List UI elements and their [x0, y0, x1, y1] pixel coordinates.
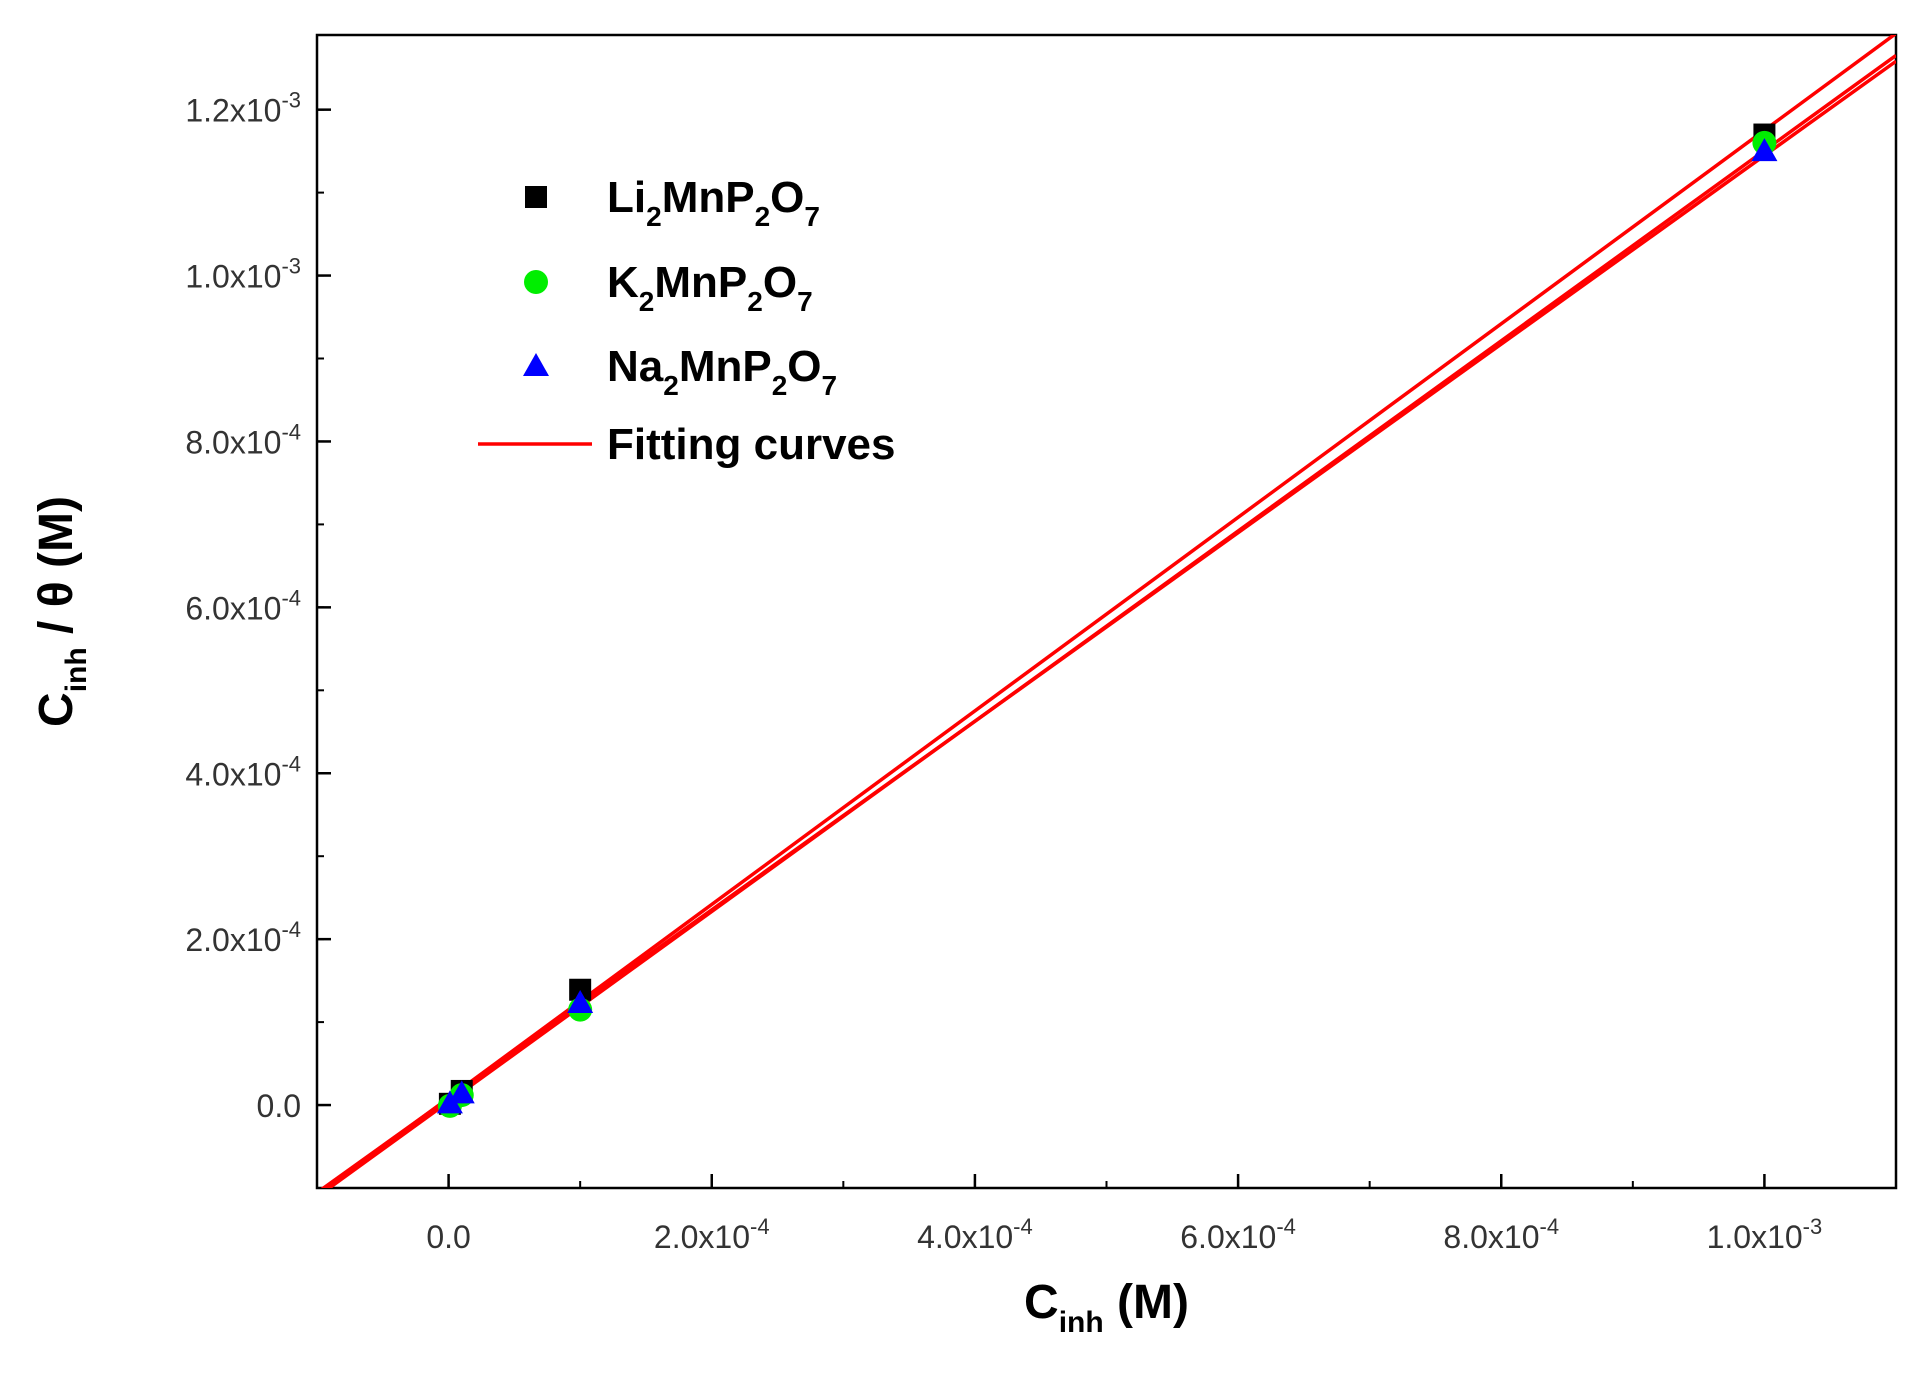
y-tick-label: 2.0x10-4: [185, 917, 301, 958]
y-tick-label: 1.2x10-3: [185, 88, 301, 129]
y-tick-label: 0.0: [257, 1088, 301, 1124]
y-tick-mantissa: 1.2x10: [185, 93, 281, 129]
legend-marker-circle: [524, 270, 548, 294]
legend-label: Na2MnP2O7: [607, 342, 837, 401]
legend-label-part: MnP: [662, 173, 755, 222]
x-axis-title-main: C: [1024, 1276, 1059, 1329]
y-tick-mantissa: 4.0x10: [185, 756, 281, 792]
legend-label-part: Na: [607, 342, 664, 391]
data-point-triangle: [448, 1080, 475, 1104]
y-tick-exponent: -4: [281, 917, 301, 942]
x-tick-mantissa: 1.0x10: [1707, 1219, 1803, 1255]
legend-label-part: MnP: [679, 342, 772, 391]
y-axis-title-suffix: / θ (M): [30, 496, 83, 647]
legend-marker-triangle: [523, 353, 549, 376]
x-tick-exponent: -4: [1013, 1214, 1033, 1239]
x-tick-exponent: -4: [750, 1214, 770, 1239]
fit-lines: [320, 35, 1896, 1188]
fit-line: [320, 59, 1896, 1188]
legend-label-sub: 2: [747, 286, 763, 317]
y-axis-title-main: C: [30, 692, 83, 727]
legend-label-sub: 7: [822, 370, 838, 401]
data-points: [436, 123, 1778, 1118]
y-axis-title: Cinh / θ (M): [30, 496, 93, 727]
x-tick-mantissa: 2.0x10: [654, 1219, 750, 1255]
legend-label-part: O: [770, 173, 804, 222]
x-tick-label: 0.0: [426, 1219, 470, 1255]
x-tick-label: 6.0x10-4: [1180, 1214, 1296, 1255]
legend-fit-label: Fitting curves: [607, 420, 896, 469]
y-tick-exponent: -3: [281, 88, 301, 113]
fit-line: [323, 35, 1896, 1188]
y-tick-label: 1.0x10-3: [185, 254, 301, 295]
x-tick-exponent: -3: [1803, 1214, 1823, 1239]
y-tick-label: 8.0x10-4: [185, 419, 301, 460]
x-tick-label: 8.0x10-4: [1443, 1214, 1559, 1255]
legend-label-sub: 2: [663, 370, 679, 401]
legend-label-sub: 2: [755, 201, 771, 232]
x-axis-title-sub: inh: [1059, 1306, 1104, 1339]
y-tick-label: 4.0x10-4: [185, 751, 301, 792]
x-axis-title-suffix: (M): [1104, 1276, 1189, 1329]
legend-label-sub: 2: [646, 201, 662, 232]
y-tick-mantissa: 8.0x10: [185, 424, 281, 460]
y-tick-mantissa: 0.0: [257, 1088, 301, 1124]
y-tick-mantissa: 1.0x10: [185, 259, 281, 295]
legend-label-part: O: [787, 342, 821, 391]
y-tick-exponent: -4: [281, 419, 301, 444]
x-tick-exponent: -4: [1540, 1214, 1560, 1239]
legend-marker-square: [525, 186, 547, 208]
legend-label-sub: 2: [772, 370, 788, 401]
legend-label-part: MnP: [654, 258, 747, 307]
y-tick-mantissa: 6.0x10: [185, 590, 281, 626]
legend-label: K2MnP2O7: [607, 258, 813, 317]
legend-label-part: Li: [607, 173, 646, 222]
x-tick-label: 4.0x10-4: [917, 1214, 1033, 1255]
x-tick-label: 1.0x10-3: [1707, 1214, 1823, 1255]
y-tick-label: 6.0x10-4: [185, 585, 301, 626]
x-tick-mantissa: 6.0x10: [1180, 1219, 1276, 1255]
legend-label-part: O: [763, 258, 797, 307]
y-axis-title-sub: inh: [60, 647, 93, 692]
x-tick-mantissa: 8.0x10: [1443, 1219, 1539, 1255]
data-point-square: [569, 978, 592, 1001]
y-tick-exponent: -3: [281, 254, 301, 279]
x-axis-title: Cinh (M): [1024, 1276, 1189, 1339]
legend-label-sub: 7: [797, 286, 813, 317]
legend-label-sub: 7: [804, 201, 820, 232]
legend-label-part: K: [607, 258, 639, 307]
x-tick-exponent: -4: [1276, 1214, 1296, 1239]
x-tick-label: 2.0x10-4: [654, 1214, 770, 1255]
y-tick-exponent: -4: [281, 585, 301, 610]
data-point-triangle: [567, 990, 594, 1014]
y-tick-mantissa: 2.0x10: [185, 922, 281, 958]
data-point-triangle: [1751, 138, 1778, 162]
x-tick-mantissa: 4.0x10: [917, 1219, 1013, 1255]
x-tick-mantissa: 0.0: [426, 1219, 470, 1255]
legend-label: Li2MnP2O7: [607, 173, 820, 232]
y-tick-exponent: -4: [281, 751, 301, 776]
legend-label-sub: 2: [639, 286, 655, 317]
